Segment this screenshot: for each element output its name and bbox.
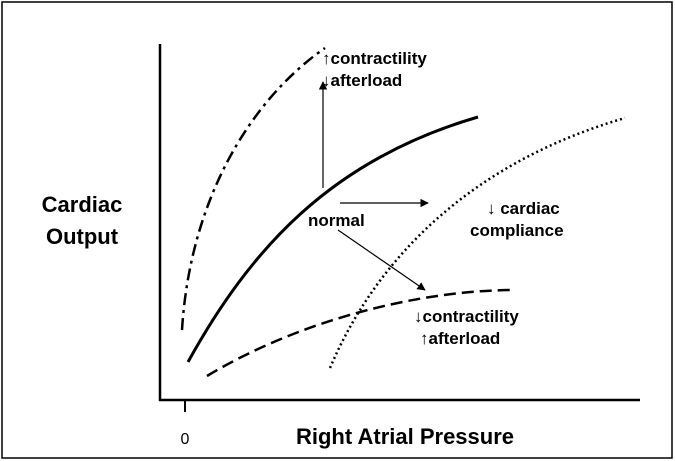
curve-label: normal: [308, 211, 365, 230]
curve-label: ↓ cardiac: [487, 199, 560, 218]
origin-label: 0: [181, 431, 190, 448]
increased-curve: [180, 46, 326, 331]
curve-label: ↑contractility: [322, 49, 427, 68]
decreased-curve: [206, 288, 516, 378]
curve-label: ↓afterload: [322, 71, 402, 90]
normal-curve: [186, 115, 479, 363]
curve-label: compliance: [470, 221, 564, 240]
curve-label: ↑afterload: [420, 329, 500, 348]
y-label: Cardiac: [42, 192, 123, 217]
arrow-down: [337, 229, 426, 291]
compliance-curve: [328, 116, 626, 369]
curve-label: ↓contractility: [414, 307, 519, 326]
x-label: Right Atrial Pressure: [296, 424, 514, 449]
y-label: Output: [46, 224, 119, 249]
